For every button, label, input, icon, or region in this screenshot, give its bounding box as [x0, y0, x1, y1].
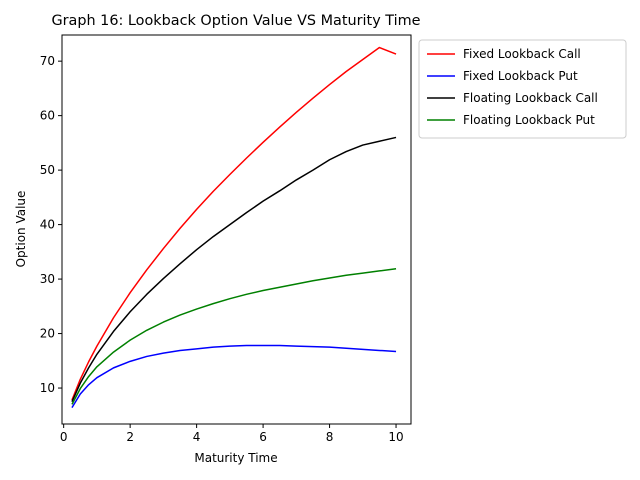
y-tick-label: 70 [40, 54, 55, 68]
y-tick-label: 50 [40, 163, 55, 177]
series-line-3 [71, 267, 397, 405]
series-line-1 [71, 344, 397, 409]
y-tick-label: 20 [40, 327, 55, 341]
series-line-2 [71, 136, 397, 402]
series-lines [71, 46, 397, 409]
x-tick-label: 0 [60, 430, 68, 444]
x-axis: 0 2 4 6 8 10 [60, 424, 404, 444]
legend-label: Fixed Lookback Put [463, 69, 578, 83]
chart-title: Graph 16: Lookback Option Value VS Matur… [51, 13, 420, 29]
x-tick-label: 8 [326, 430, 334, 444]
y-axis-label: Option Value [14, 191, 28, 268]
legend-box [418, 39, 627, 139]
x-tick-label: 4 [193, 430, 201, 444]
y-tick-label: 10 [40, 381, 55, 395]
y-axis: 10 20 30 40 50 60 70 [40, 54, 62, 395]
legend-label: Fixed Lookback Call [463, 47, 581, 61]
y-tick-label: 30 [40, 272, 55, 286]
axes-frame [61, 34, 412, 425]
legend: Fixed Lookback Call Fixed Lookback Put Flo… [418, 39, 627, 139]
legend-label: Floating Lookback Put [463, 113, 595, 127]
y-tick-label: 60 [40, 109, 55, 123]
x-tick-label: 10 [388, 430, 403, 444]
x-tick-label: 2 [126, 430, 134, 444]
y-tick-label: 40 [40, 218, 55, 232]
x-tick-label: 6 [259, 430, 267, 444]
legend-label: Floating Lookback Call [463, 91, 598, 105]
x-axis-label: Maturity Time [194, 451, 277, 465]
series-line-0 [71, 46, 397, 401]
